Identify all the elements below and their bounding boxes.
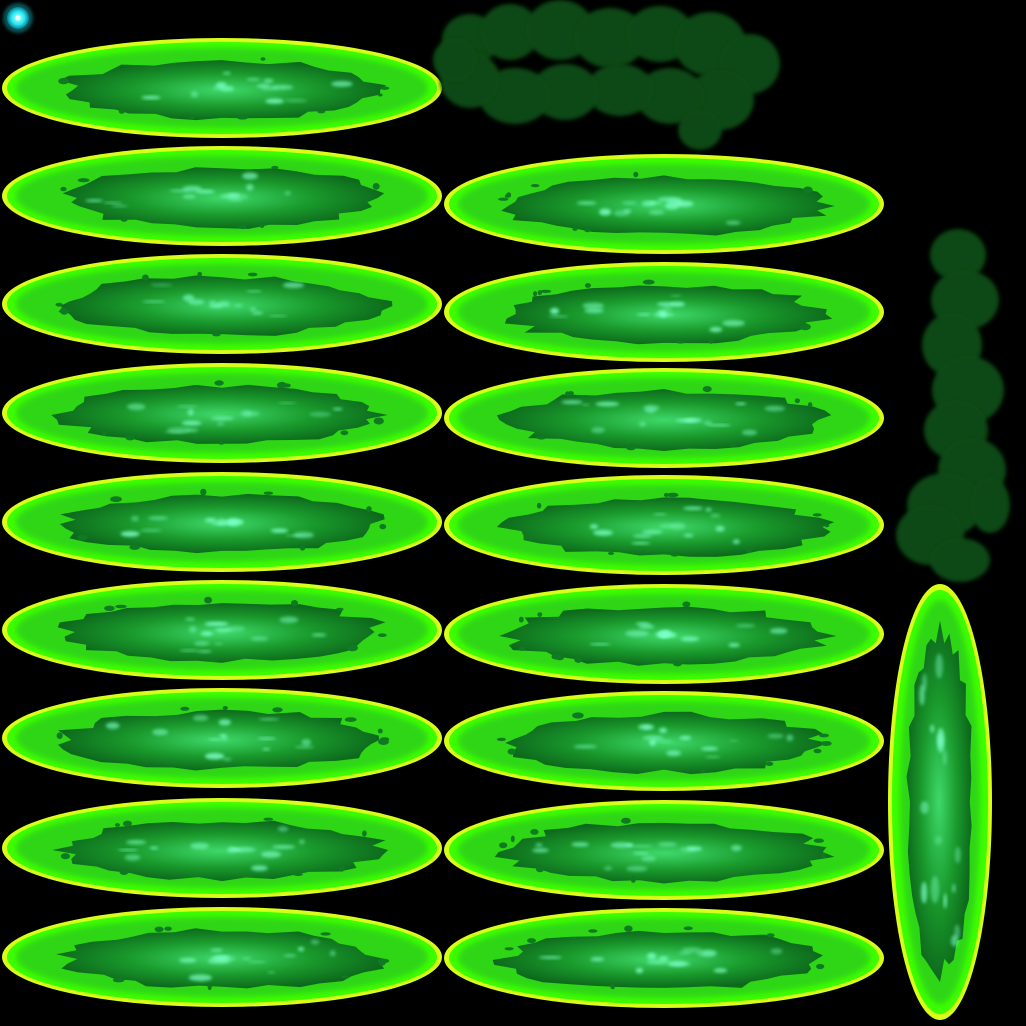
slime-puddle-frame-c2-2 xyxy=(444,262,884,362)
cyan-gem-icon xyxy=(3,3,33,33)
slime-puddle-frame-c1-7 xyxy=(2,688,442,788)
vertical-slime-puddle xyxy=(888,584,992,1020)
slime-puddle-frame-c1-2 xyxy=(2,146,442,246)
slime-puddle-frame-c2-7 xyxy=(444,800,884,900)
slime-puddle-frame-c1-9 xyxy=(2,907,442,1007)
slime-puddle-frame-c2-6 xyxy=(444,691,884,791)
slime-puddle-frame-c1-5 xyxy=(2,472,442,572)
slime-puddle-frame-c1-6 xyxy=(2,580,442,680)
slime-puddle-frame-c1-1 xyxy=(2,38,442,138)
slime-puddle-frame-c1-4 xyxy=(2,363,442,463)
slime-puddle-frame-c1-3 xyxy=(2,254,442,354)
slime-puddle-frame-c2-1 xyxy=(444,154,884,254)
slime-puddle-frame-c2-3 xyxy=(444,368,884,468)
slime-puddle-frame-c2-8 xyxy=(444,908,884,1008)
smoke-cloud-horizontal xyxy=(433,0,780,150)
slime-puddle-frame-c2-5 xyxy=(444,584,884,684)
slime-puddle-frame-c1-8 xyxy=(2,798,442,898)
slime-puddle-frame-c2-4 xyxy=(444,475,884,575)
smoke-cloud-vertical xyxy=(896,229,1010,582)
